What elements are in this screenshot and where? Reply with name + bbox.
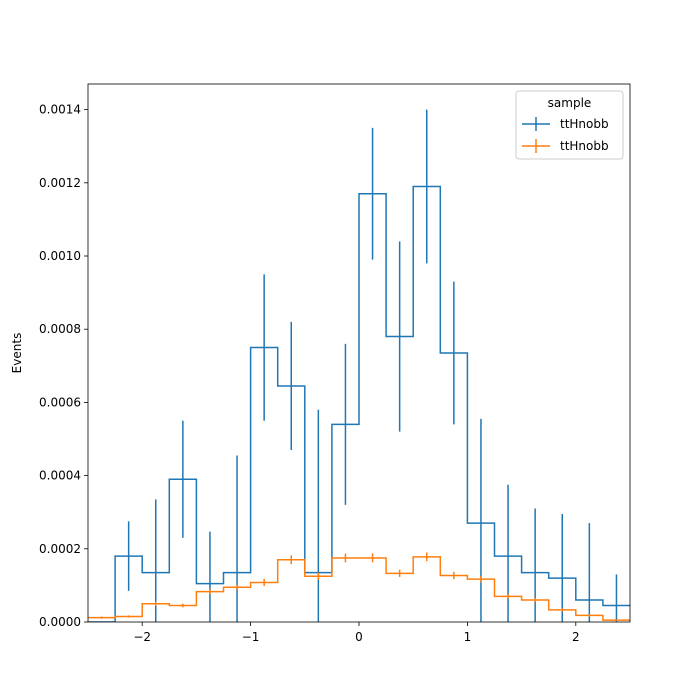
y-tick-label-1: 0.0000 <box>39 615 81 629</box>
legend-box <box>515 90 624 160</box>
y-tick-label-5: 0.0008 <box>39 322 81 336</box>
legend-label-2: ttHnobb <box>560 139 609 153</box>
y-tick-label-4: 0.0006 <box>39 395 81 409</box>
y-axis-label: Events <box>10 333 24 374</box>
y-tick-label-2: 0.0002 <box>39 542 81 556</box>
series-2 <box>88 552 630 621</box>
x-tick-label-3: 0 <box>355 630 363 644</box>
y-tick-label-6: 0.0010 <box>39 249 81 263</box>
y-tick-label-7: 0.0012 <box>39 176 81 190</box>
legend: sample ttHnobb ttHnobb <box>515 90 624 160</box>
y-tick-label-3: 0.0004 <box>39 469 81 483</box>
x-tick-label-1: −2 <box>133 630 151 644</box>
x-tick-label-5: 2 <box>572 630 580 644</box>
plot-inner <box>88 109 630 622</box>
legend-label-1: ttHnobb <box>560 117 609 131</box>
legend-title: sample <box>548 96 592 110</box>
series-2-step-line <box>88 556 630 621</box>
axes: −2 −1 0 1 2 0.0000 0.0002 0.0004 0.0006 0.0008 0.0… <box>10 83 631 644</box>
series-1-step-line <box>88 185 630 622</box>
series-1 <box>88 109 630 622</box>
legend-entry-2: ttHnobb <box>522 139 609 153</box>
legend-entry-1: ttHnobb <box>522 117 609 131</box>
x-tick-label-2: −1 <box>242 630 260 644</box>
plot-area <box>88 109 630 622</box>
x-tick-label-4: 1 <box>464 630 472 644</box>
y-tick-label-8: 0.0014 <box>39 103 81 117</box>
